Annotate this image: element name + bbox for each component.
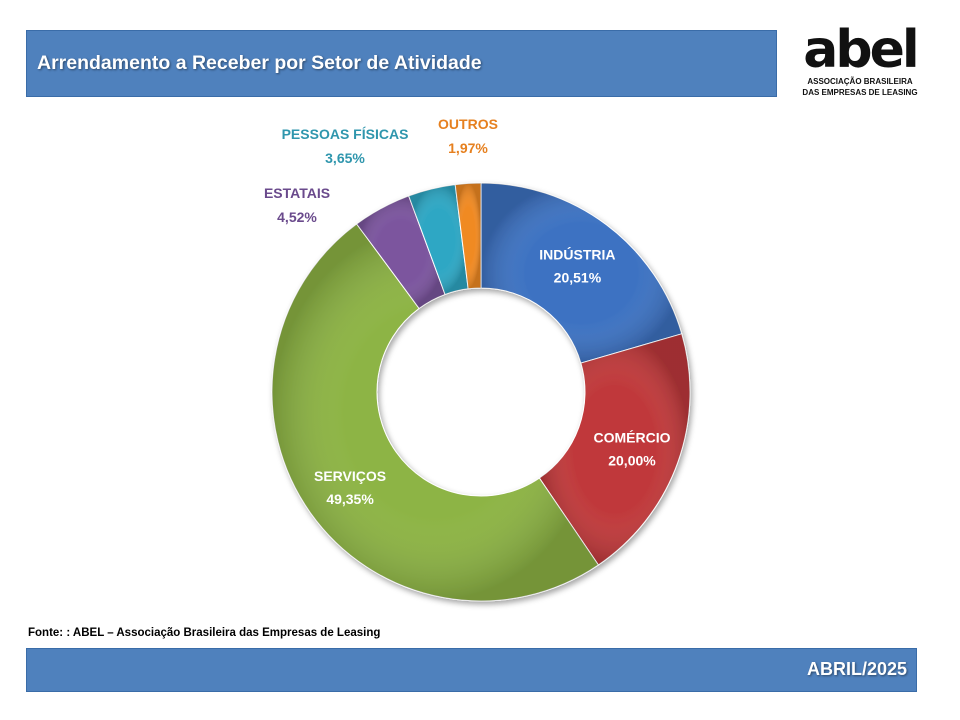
slice-value-label-industria: 20,51%: [554, 270, 602, 286]
logo-wordmark: abel: [803, 20, 919, 80]
source-note: Fonte: : ABEL – Associação Brasileira da…: [28, 627, 381, 639]
page-title: Arrendamento a Receber por Setor de Ativ…: [37, 52, 482, 74]
footer-bar: ABRIL/2025: [26, 648, 917, 692]
slice-name-label-servicos: SERVIÇOS: [314, 468, 386, 484]
title-bar: Arrendamento a Receber por Setor de Ativ…: [26, 30, 777, 97]
slice-name-label-industria: INDÚSTRIA: [539, 246, 615, 263]
slice-name-label-estatais: ESTATAIS: [264, 185, 330, 201]
logo-tagline-1: ASSOCIAÇÃO BRASILEIRA: [807, 77, 913, 86]
slice-value-label-estatais: 4,52%: [277, 209, 317, 225]
slice-name-label-comercio: COMÉRCIO: [593, 429, 670, 445]
footer-date: ABRIL/2025: [806, 659, 907, 679]
slice-name-label-pessoas-fisicas: PESSOAS FÍSICAS: [282, 126, 409, 142]
slice-value-label-servicos: 49,35%: [326, 491, 374, 507]
slice-value-label-comercio: 20,00%: [608, 452, 656, 468]
slice-value-label-pessoas-fisicas: 3,65%: [325, 150, 365, 166]
abel-logo: abel ASSOCIAÇÃO BRASILEIRA DAS EMPRESAS …: [795, 24, 925, 103]
slice-value-label-outros: 1,97%: [448, 140, 488, 156]
logo-tagline-2: DAS EMPRESAS DE LEASING: [802, 88, 918, 97]
slice-name-label-outros: OUTROS: [438, 116, 498, 132]
